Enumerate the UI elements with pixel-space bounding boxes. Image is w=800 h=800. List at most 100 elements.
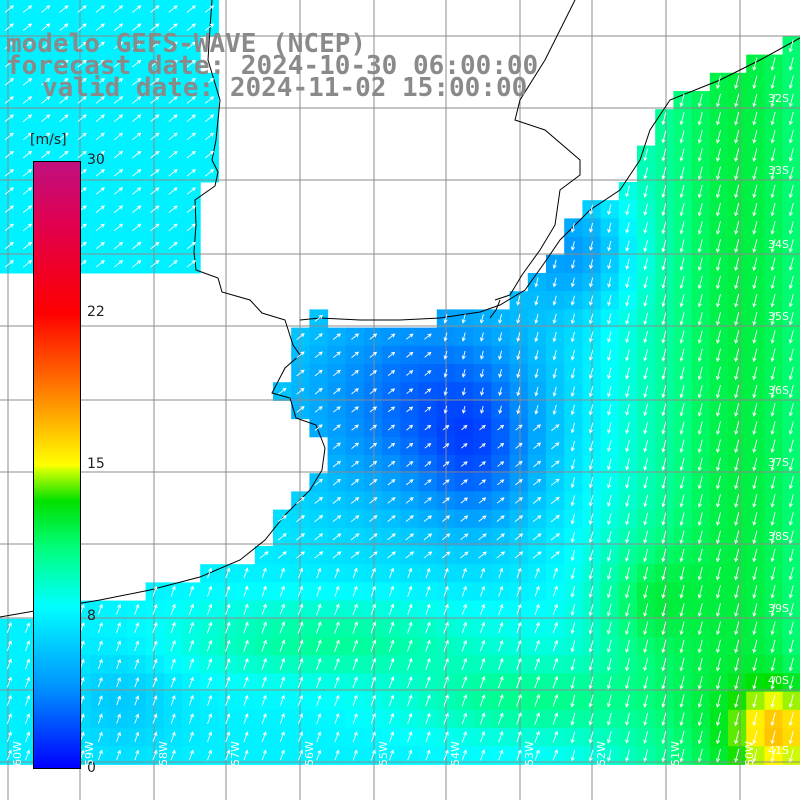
wind-arrow xyxy=(332,478,342,486)
wind-arrow xyxy=(97,695,103,706)
wind-arrow xyxy=(424,406,432,413)
wind-arrow xyxy=(116,713,121,724)
wind-arrow xyxy=(734,403,740,417)
wind-arrow xyxy=(788,712,794,727)
wind-arrow xyxy=(297,621,304,634)
wind-arrow xyxy=(661,639,667,654)
wind-arrow xyxy=(625,530,630,544)
wind-arrow xyxy=(25,640,31,652)
wind-arrow xyxy=(788,257,794,272)
wind-arrow xyxy=(534,639,540,652)
wind-arrow xyxy=(277,533,287,541)
wind-arrow xyxy=(770,748,776,763)
wind-arrow xyxy=(350,497,360,504)
longitude-label: 52W xyxy=(595,741,608,766)
wind-arrow xyxy=(788,275,794,290)
wind-arrow xyxy=(588,313,594,325)
wind-arrow xyxy=(352,676,358,688)
wind-arrow xyxy=(461,443,468,449)
wind-arrow xyxy=(332,533,342,541)
wind-arrow xyxy=(424,461,432,467)
wind-arrow xyxy=(643,749,649,762)
wind-arrow xyxy=(150,169,160,177)
wind-arrow xyxy=(661,621,667,636)
wind-arrow xyxy=(788,148,794,162)
wind-arrow xyxy=(607,440,612,453)
wind-arrow xyxy=(752,421,758,435)
wind-arrow xyxy=(516,639,522,652)
wind-arrow xyxy=(334,676,340,688)
wind-arrow xyxy=(297,585,304,597)
wind-arrow xyxy=(150,241,160,250)
wind-arrow xyxy=(188,676,194,688)
latitude-label: 33S xyxy=(768,164,789,177)
wind-arrow xyxy=(497,442,505,449)
wind-arrow xyxy=(370,657,377,671)
wind-arrow xyxy=(552,386,557,397)
wind-arrow xyxy=(770,257,776,272)
wind-arrow xyxy=(697,548,703,563)
colorbar-tick-22: 22 xyxy=(87,304,105,320)
wind-arrow xyxy=(150,187,160,195)
wind-arrow xyxy=(788,57,794,71)
wind-arrow xyxy=(405,515,414,522)
wind-arrow xyxy=(261,749,267,761)
wind-arrow xyxy=(661,694,667,708)
wind-arrow xyxy=(625,585,630,599)
wind-arrow xyxy=(314,551,324,559)
wind-arrow xyxy=(715,748,721,763)
wind-arrow xyxy=(770,439,776,454)
wind-arrow xyxy=(661,603,667,617)
wind-arrow xyxy=(334,694,340,706)
wind-arrow xyxy=(369,351,378,358)
wind-arrow xyxy=(188,585,194,597)
wind-arrow xyxy=(188,749,194,761)
wind-arrow xyxy=(679,403,685,417)
wind-arrow xyxy=(95,114,105,122)
wind-arrow xyxy=(405,333,414,340)
wind-arrow xyxy=(314,478,323,486)
wind-arrow xyxy=(116,677,121,688)
wind-arrow xyxy=(679,330,685,344)
wind-arrow xyxy=(607,494,612,507)
wind-arrow xyxy=(168,150,178,159)
wind-arrow xyxy=(152,713,158,724)
wind-arrow xyxy=(788,184,794,199)
wind-arrow xyxy=(588,640,594,653)
wind-arrow xyxy=(625,294,630,307)
wind-arrow xyxy=(534,295,539,306)
wind-arrow xyxy=(6,676,12,688)
wind-arrow xyxy=(516,657,522,670)
wind-arrow xyxy=(606,694,612,708)
longitude-label: 51W xyxy=(669,741,682,766)
wind-arrow xyxy=(498,749,504,761)
wind-arrow xyxy=(625,567,630,581)
longitude-label: 58W xyxy=(157,741,170,766)
wind-arrow xyxy=(516,313,521,324)
wind-arrow xyxy=(314,387,323,395)
wind-arrow xyxy=(661,494,667,508)
wind-arrow xyxy=(606,712,612,726)
wind-arrow xyxy=(734,312,740,326)
wind-arrow xyxy=(588,422,594,434)
wind-arrow xyxy=(406,351,414,358)
wind-arrow xyxy=(369,460,378,468)
wind-arrow xyxy=(625,694,630,708)
wind-arrow xyxy=(734,384,740,399)
wind-arrow xyxy=(752,748,758,763)
wind-arrow xyxy=(152,731,158,742)
wind-arrow xyxy=(534,657,540,670)
wind-arrow xyxy=(407,603,413,616)
wind-arrow xyxy=(497,712,504,725)
wind-arrow xyxy=(570,422,575,434)
wind-arrow xyxy=(661,403,667,417)
wind-arrow xyxy=(97,640,103,652)
wind-arrow xyxy=(588,676,594,690)
wind-arrow xyxy=(788,512,794,526)
wind-arrow xyxy=(261,658,267,670)
wind-arrow xyxy=(715,657,721,672)
wind-arrow xyxy=(697,221,703,235)
wind-arrow xyxy=(370,621,377,634)
wind-arrow xyxy=(643,294,648,307)
wind-arrow xyxy=(625,494,630,508)
